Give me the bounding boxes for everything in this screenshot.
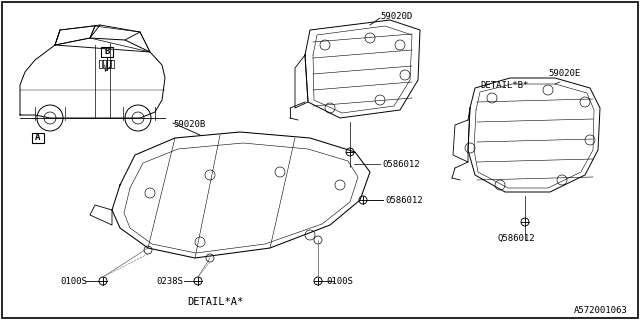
Text: Q586012: Q586012	[497, 234, 534, 243]
Text: 59020B: 59020B	[173, 120, 205, 129]
Text: 0238S: 0238S	[156, 277, 183, 286]
Text: 0100S: 0100S	[60, 277, 87, 286]
Text: A572001063: A572001063	[574, 306, 628, 315]
Text: 0586012: 0586012	[385, 196, 422, 205]
Text: DETAIL*B*: DETAIL*B*	[480, 81, 529, 90]
Text: 0586012: 0586012	[382, 160, 420, 169]
Text: 0100S: 0100S	[326, 277, 353, 286]
Text: B: B	[104, 47, 109, 57]
Text: 59020E: 59020E	[548, 69, 580, 78]
Text: DETAIL*A*: DETAIL*A*	[187, 297, 243, 307]
Text: A: A	[35, 133, 41, 142]
Text: 59020D: 59020D	[380, 12, 412, 21]
